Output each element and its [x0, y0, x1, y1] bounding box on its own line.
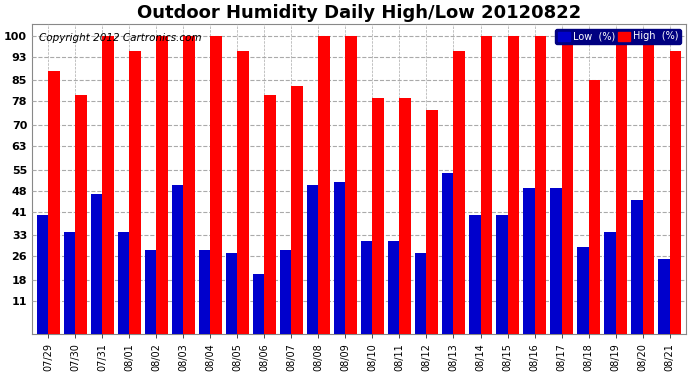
Bar — [508, 36, 519, 334]
Text: Copyright 2012 Cartronics.com: Copyright 2012 Cartronics.com — [39, 33, 201, 43]
Bar — [264, 95, 276, 334]
Bar — [426, 110, 438, 334]
Bar — [129, 51, 141, 334]
Bar — [658, 259, 669, 334]
Bar — [291, 86, 303, 334]
Bar — [562, 36, 573, 334]
Bar — [37, 214, 48, 334]
Bar — [184, 36, 195, 334]
Bar — [453, 51, 465, 334]
Bar — [669, 51, 681, 334]
Bar — [118, 232, 129, 334]
Bar — [64, 232, 75, 334]
Bar — [442, 173, 453, 334]
Bar — [496, 214, 508, 334]
Bar — [589, 80, 600, 334]
Bar — [346, 36, 357, 334]
Bar — [91, 194, 102, 334]
Bar — [550, 188, 562, 334]
Bar — [642, 36, 654, 334]
Bar — [226, 253, 237, 334]
Bar — [75, 95, 87, 334]
Bar — [604, 232, 615, 334]
Bar — [480, 36, 492, 334]
Bar — [578, 248, 589, 334]
Bar — [415, 253, 426, 334]
Bar — [631, 200, 642, 334]
Bar — [469, 214, 480, 334]
Bar — [199, 251, 210, 334]
Bar — [172, 185, 184, 334]
Bar — [400, 98, 411, 334]
Bar — [373, 98, 384, 334]
Bar — [361, 242, 373, 334]
Legend: Low  (%), High  (%): Low (%), High (%) — [555, 28, 681, 44]
Bar — [102, 36, 114, 334]
Bar — [307, 185, 318, 334]
Bar — [280, 251, 291, 334]
Bar — [615, 36, 627, 334]
Bar — [334, 182, 346, 334]
Bar — [253, 274, 264, 334]
Title: Outdoor Humidity Daily High/Low 20120822: Outdoor Humidity Daily High/Low 20120822 — [137, 4, 581, 22]
Bar — [535, 36, 546, 334]
Bar — [157, 36, 168, 334]
Bar — [523, 188, 535, 334]
Bar — [237, 51, 248, 334]
Bar — [145, 251, 157, 334]
Bar — [318, 36, 330, 334]
Bar — [210, 36, 221, 334]
Bar — [48, 71, 59, 334]
Bar — [388, 242, 400, 334]
